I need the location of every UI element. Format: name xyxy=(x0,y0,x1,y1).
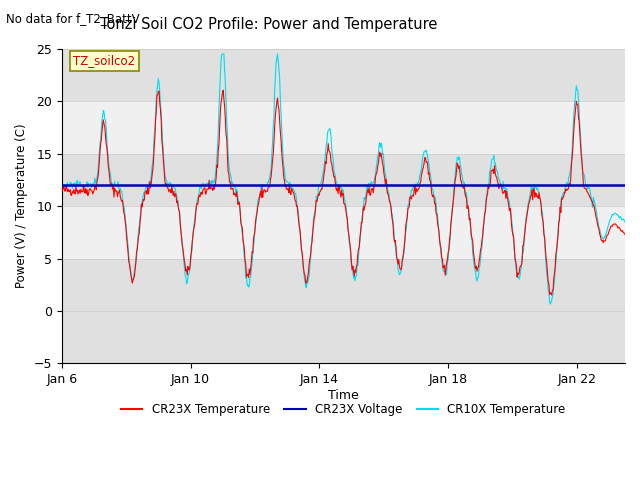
Bar xyxy=(62,154,625,206)
Text: TZ_soilco2: TZ_soilco2 xyxy=(73,55,135,68)
Legend: CR23X Temperature, CR23X Voltage, CR10X Temperature: CR23X Temperature, CR23X Voltage, CR10X … xyxy=(116,398,570,420)
Y-axis label: Power (V) / Temperature (C): Power (V) / Temperature (C) xyxy=(15,124,28,288)
Bar xyxy=(62,206,625,259)
Bar xyxy=(62,101,625,154)
X-axis label: Time: Time xyxy=(328,389,359,402)
Bar xyxy=(62,259,625,363)
Text: No data for f_T2_BattV: No data for f_T2_BattV xyxy=(6,12,140,25)
Text: Tonzi Soil CO2 Profile: Power and Temperature: Tonzi Soil CO2 Profile: Power and Temper… xyxy=(100,17,438,32)
Bar xyxy=(62,49,625,101)
